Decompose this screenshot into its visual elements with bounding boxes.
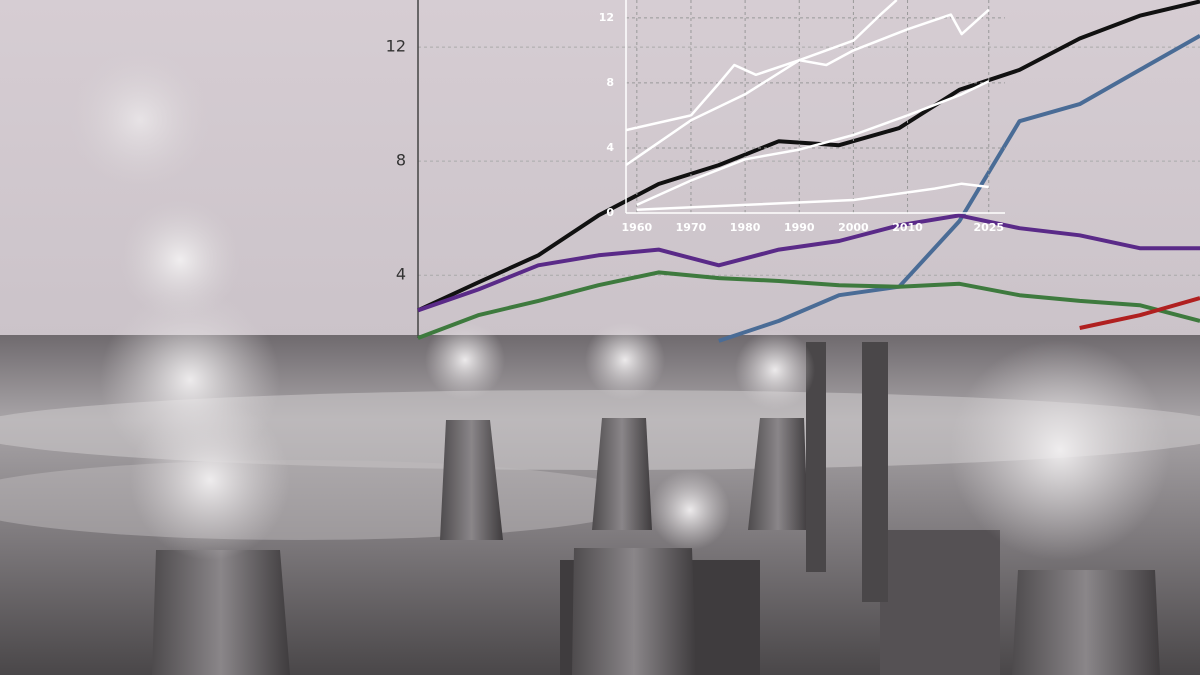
series-line xyxy=(417,213,1200,313)
series-line xyxy=(718,33,1200,343)
series-line xyxy=(417,270,1200,340)
x-tick-label: 1990 xyxy=(784,221,815,234)
series-line xyxy=(1079,296,1200,330)
y-tick-label: 4 xyxy=(606,141,614,154)
y-tick-label: 8 xyxy=(396,151,406,170)
x-tick-label: 2000 xyxy=(838,221,869,234)
x-tick-label: 2025 xyxy=(973,221,1004,234)
series-line xyxy=(417,0,1200,313)
y-tick-label: 12 xyxy=(599,11,614,24)
x-tick-label: 1960 xyxy=(622,221,653,234)
y-tick-label: 12 xyxy=(386,37,406,56)
x-tick-label: 2010 xyxy=(892,221,923,234)
series-line xyxy=(636,80,990,207)
x-tick-label: 1970 xyxy=(676,221,707,234)
y-tick-label: 8 xyxy=(606,76,614,89)
y-tick-label: 0 xyxy=(606,206,614,219)
series-line xyxy=(625,8,990,132)
y-tick-label: 4 xyxy=(396,265,406,284)
series-line xyxy=(636,182,989,211)
x-tick-label: 1980 xyxy=(730,221,761,234)
charts: 4 8 12 0 4 8 12 1960 1970 1980 1990 2000 2010 2025 xyxy=(386,0,1200,343)
